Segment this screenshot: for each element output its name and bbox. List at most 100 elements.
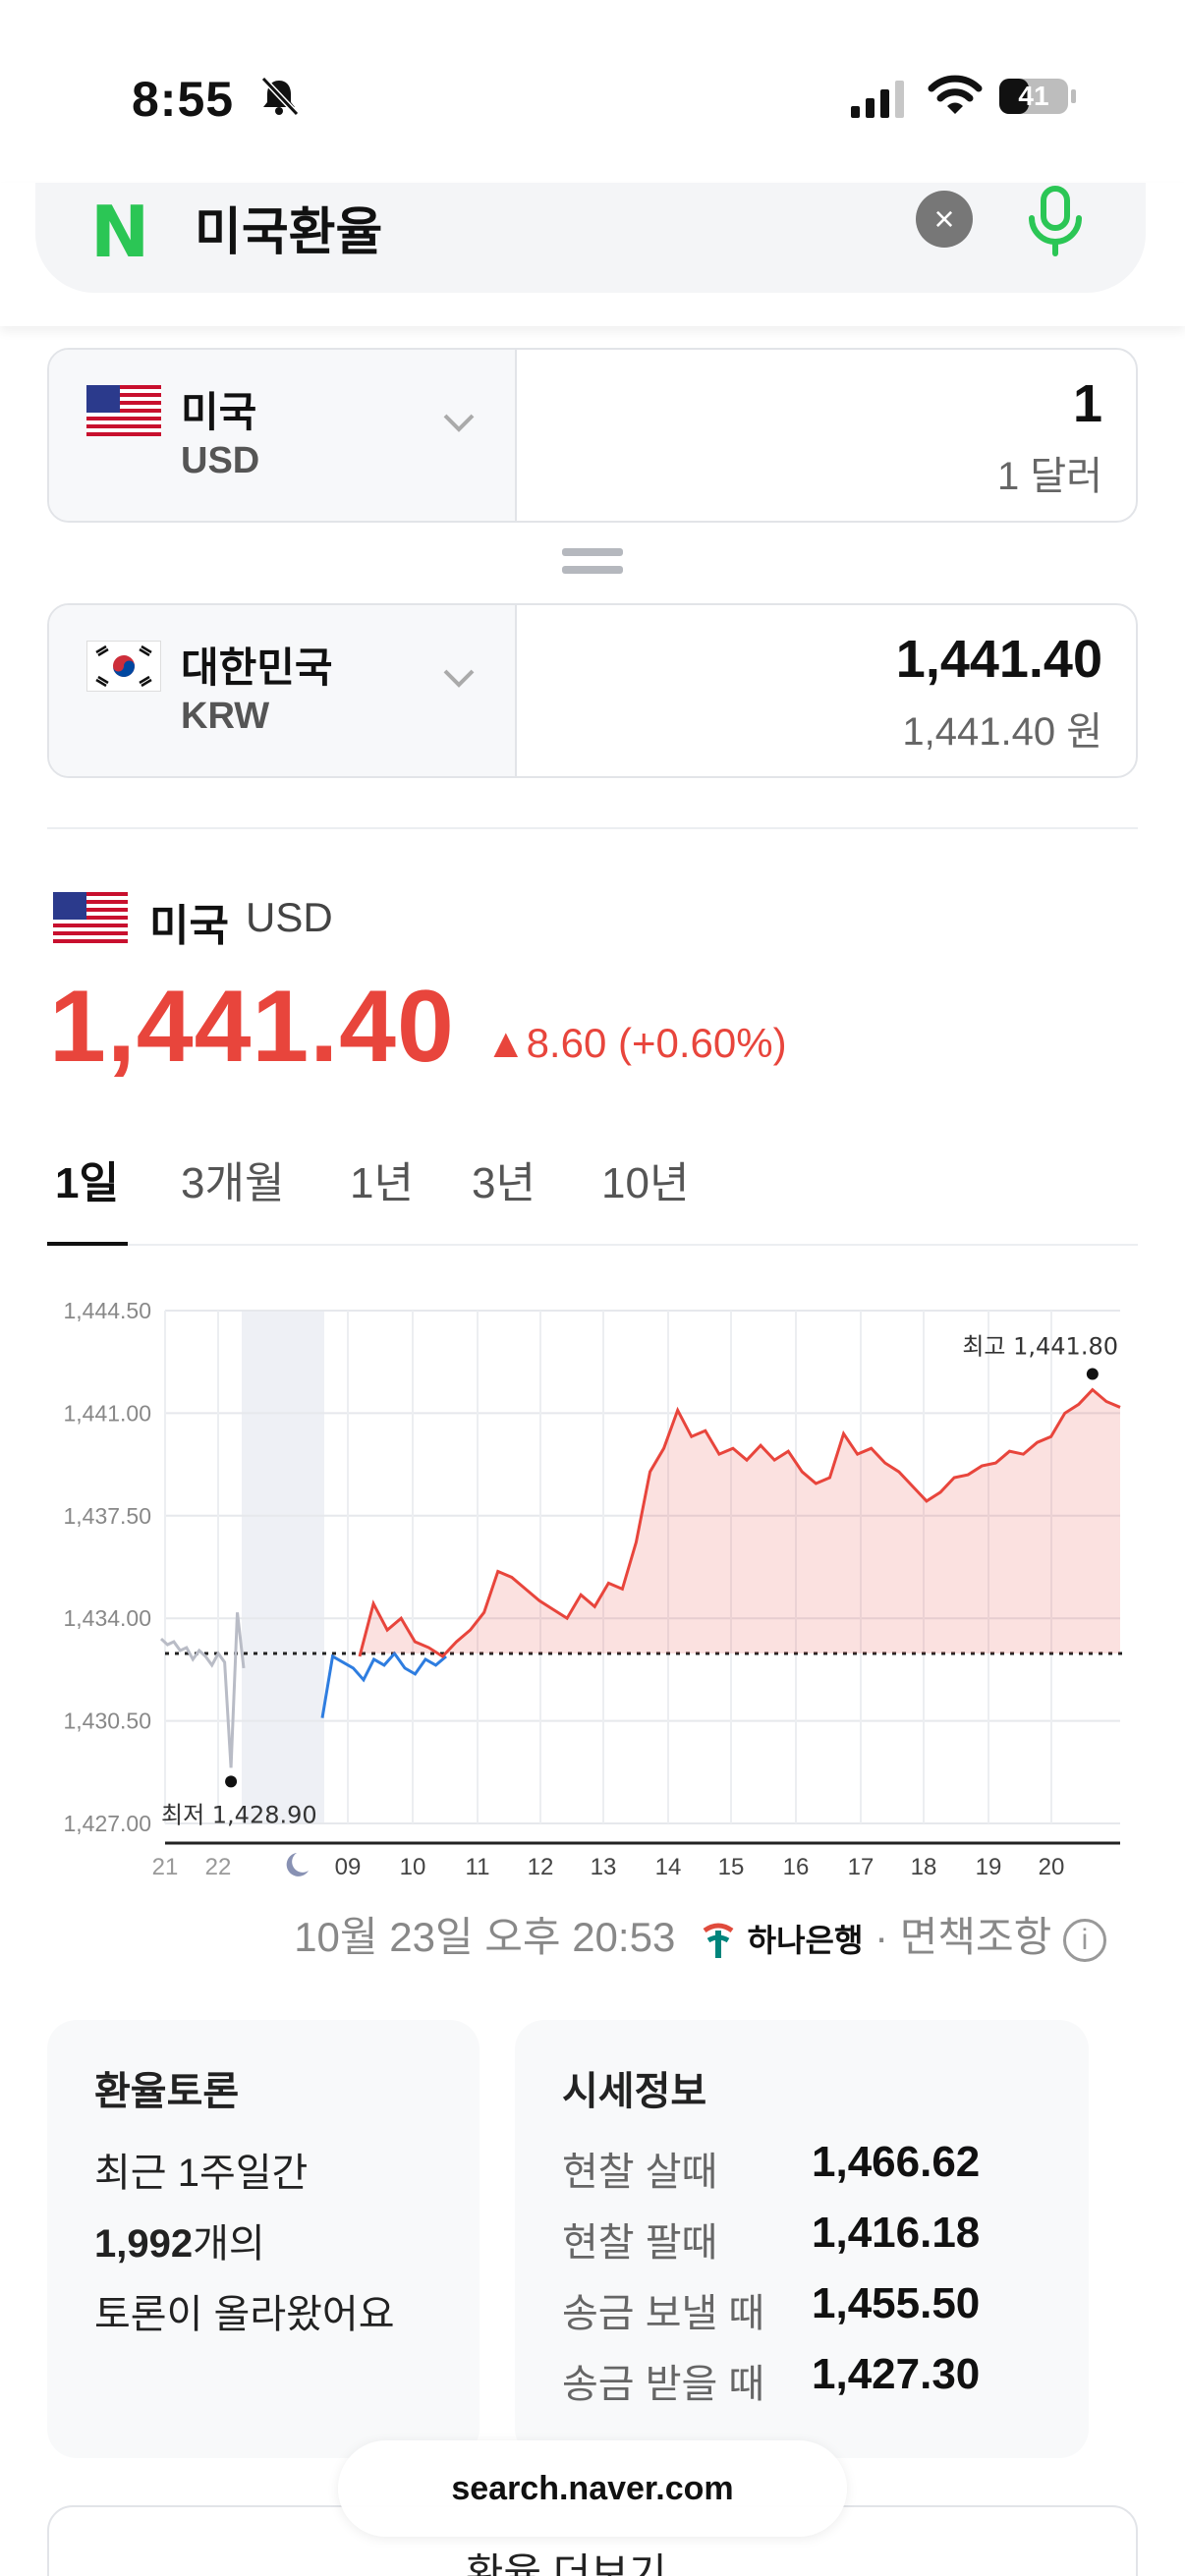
quote-label: 송금 보낼 때 (562, 2292, 765, 2335)
naver-logo[interactable]: N (90, 191, 150, 273)
y-tick-label: 1,437.50 (63, 1503, 151, 1529)
tab-1year[interactable]: 1년 (350, 1159, 414, 1207)
x-tick-label: 20 (1039, 1854, 1065, 1880)
discussion-count-suffix: 개의 (193, 2222, 265, 2266)
x-tick-label: 18 (911, 1854, 937, 1880)
current-rate: 1,441.40 (49, 970, 455, 1084)
x-tick-label: 22 (205, 1854, 232, 1880)
url-bar[interactable]: search.naver.com (338, 2440, 847, 2537)
status-bar: 8:55 41 (0, 0, 1185, 187)
chevron-down-icon (443, 414, 475, 432)
discussion-line: 토론이 올라왔어요 (94, 2293, 395, 2336)
high-label: 최고 1,441.80 (962, 1333, 1118, 1361)
quote-card[interactable]: 시세정보 현찰 살때 1,466.62 현찰 팔때 1,416.18 송금 보낼… (515, 2020, 1089, 2458)
tab-1day[interactable]: 1일 (55, 1159, 119, 1207)
x-tick-label: 21 (152, 1854, 179, 1880)
rate-timestamp: 10월 23일 오후 20:53 (294, 1914, 676, 1960)
search-input[interactable]: 미국환율 (195, 204, 383, 261)
quote-value: 1,466.62 (812, 2138, 981, 2186)
rate-source-line: 10월 23일 오후 20:53 하나은행 · 면책조항 i (0, 1904, 1106, 1962)
exchange-rate-chart[interactable]: 1,444.50 1,441.00 1,437.50 1,434.00 1,430.50… (39, 1277, 1150, 1906)
microphone-icon[interactable] (1024, 185, 1087, 257)
y-tick-label: 1,444.50 (63, 1298, 151, 1323)
x-tick-label: 17 (848, 1854, 875, 1880)
converter-to: 대한민국 KRW 1,441.40 1,441.40 원 (47, 603, 1138, 778)
y-tick-label: 1,441.00 (63, 1400, 151, 1426)
quote-label: 현찰 살때 (562, 2151, 718, 2194)
currency-select-from[interactable]: 미국 USD (49, 350, 517, 521)
y-tick-label: 1,434.00 (63, 1605, 151, 1631)
hana-bank-logo-icon (703, 1923, 734, 1958)
currency-code-from: USD (181, 440, 260, 481)
discussion-summary: 최근 1주일간 1,992개의 토론이 올라왔어요 (94, 2138, 395, 2350)
low-marker (225, 1775, 238, 1788)
moon-icon (286, 1853, 309, 1876)
series-line-below-close (320, 1651, 447, 1718)
x-tick-label: 15 (718, 1854, 745, 1880)
disclaimer-link[interactable]: 면책조항 (899, 1914, 1052, 1960)
period-tabs: 1일 3개월 1년 3년 10년 (47, 1100, 1138, 1246)
amount-text-from: 1 달러 (997, 455, 1102, 498)
amount-text-to: 1,441.40 원 (902, 710, 1102, 754)
summary-currency-code: USD (246, 894, 333, 940)
active-tab-indicator (47, 1242, 128, 1246)
bank-name: 하나은행 (747, 1923, 864, 1958)
bell-muted-icon (260, 76, 300, 117)
currency-select-to[interactable]: 대한민국 KRW (49, 605, 517, 776)
quote-label: 송금 받을 때 (562, 2363, 765, 2406)
series-line-overnight (159, 1612, 246, 1768)
search-header: N 미국환율 × (0, 183, 1185, 326)
market-closed-shade (242, 1311, 324, 1823)
section-divider (47, 827, 1138, 829)
battery-indicator: 41 (998, 77, 1077, 116)
quote-value: 1,455.50 (812, 2279, 981, 2327)
us-flag-icon (86, 385, 161, 436)
equals-icon (562, 548, 623, 574)
quote-value: 1,427.30 (812, 2350, 981, 2398)
amount-input-from[interactable]: 1 (1072, 374, 1102, 433)
x-tick-label: 13 (591, 1854, 617, 1880)
rate-change: ▲8.60 (+0.60%) (485, 1020, 787, 1066)
currency-name-from: 미국 (181, 389, 257, 435)
clear-search-button[interactable]: × (916, 191, 973, 248)
wifi-icon (928, 75, 983, 114)
y-tick-label: 1,427.00 (63, 1811, 151, 1836)
x-tick-label: 09 (335, 1854, 362, 1880)
currency-name-to: 대한민국 (181, 644, 333, 691)
discussion-count-line: 1,992개의 (94, 2209, 395, 2279)
quote-value: 1,416.18 (812, 2209, 981, 2257)
quote-title: 시세정보 (562, 2070, 707, 2113)
tab-3months[interactable]: 3개월 (181, 1159, 285, 1207)
kr-flag-icon (86, 641, 161, 692)
x-tick-label: 19 (976, 1854, 1002, 1880)
us-flag-icon (53, 892, 128, 943)
summary-currency-name: 미국 (149, 902, 229, 950)
separator: · (875, 1914, 889, 1960)
discussion-card[interactable]: 환율토론 최근 1주일간 1,992개의 토론이 올라왔어요 (47, 2020, 480, 2458)
quote-label: 현찰 팔때 (562, 2221, 718, 2265)
tab-10years[interactable]: 10년 (601, 1159, 690, 1207)
cellular-signal-icon (851, 81, 904, 118)
battery-level: 41 (1018, 81, 1049, 111)
x-tick-label: 11 (466, 1854, 490, 1880)
tab-3years[interactable]: 3년 (472, 1159, 536, 1207)
search-bar[interactable]: N 미국환율 × (35, 183, 1146, 293)
clock: 8:55 (132, 72, 235, 127)
amount-input-to[interactable]: 1,441.40 (895, 630, 1102, 689)
x-tick-label: 14 (655, 1854, 682, 1880)
currency-code-to: KRW (181, 696, 270, 737)
x-tick-label: 16 (783, 1854, 810, 1880)
converter-from: 미국 USD 1 1 달러 (47, 348, 1138, 523)
discussion-line: 최근 1주일간 (94, 2152, 309, 2195)
discussion-title: 환율토론 (94, 2070, 240, 2113)
high-marker (1086, 1368, 1099, 1380)
x-tick-label: 10 (400, 1854, 426, 1880)
battery-icon (999, 79, 1076, 114)
low-label: 최저 1,428.90 (161, 1801, 317, 1828)
chevron-down-icon (443, 669, 475, 688)
x-tick-label: 12 (528, 1854, 554, 1880)
discussion-count: 1,992 (94, 2222, 194, 2266)
info-icon[interactable]: i (1063, 1918, 1106, 1962)
series-line-above-close (358, 1387, 1121, 1658)
series-area-above-close (360, 1389, 1120, 1656)
